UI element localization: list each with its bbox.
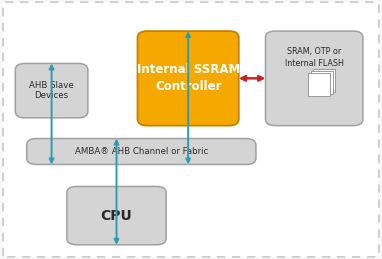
FancyBboxPatch shape xyxy=(308,73,330,96)
FancyBboxPatch shape xyxy=(311,71,333,94)
Text: AHB Slave
Devices: AHB Slave Devices xyxy=(29,81,74,100)
FancyBboxPatch shape xyxy=(265,31,363,126)
Text: AMBA® AHB Channel or Fabric: AMBA® AHB Channel or Fabric xyxy=(75,147,208,156)
FancyBboxPatch shape xyxy=(312,69,335,92)
FancyBboxPatch shape xyxy=(15,63,88,118)
Text: CPU: CPU xyxy=(100,208,133,223)
FancyBboxPatch shape xyxy=(3,2,379,257)
Text: SRAM, OTP or
Internal FLASH: SRAM, OTP or Internal FLASH xyxy=(285,47,344,68)
FancyBboxPatch shape xyxy=(67,186,166,245)
FancyBboxPatch shape xyxy=(27,139,256,164)
Text: Internal SSRAM
Controller: Internal SSRAM Controller xyxy=(136,63,240,93)
FancyBboxPatch shape xyxy=(138,31,239,126)
